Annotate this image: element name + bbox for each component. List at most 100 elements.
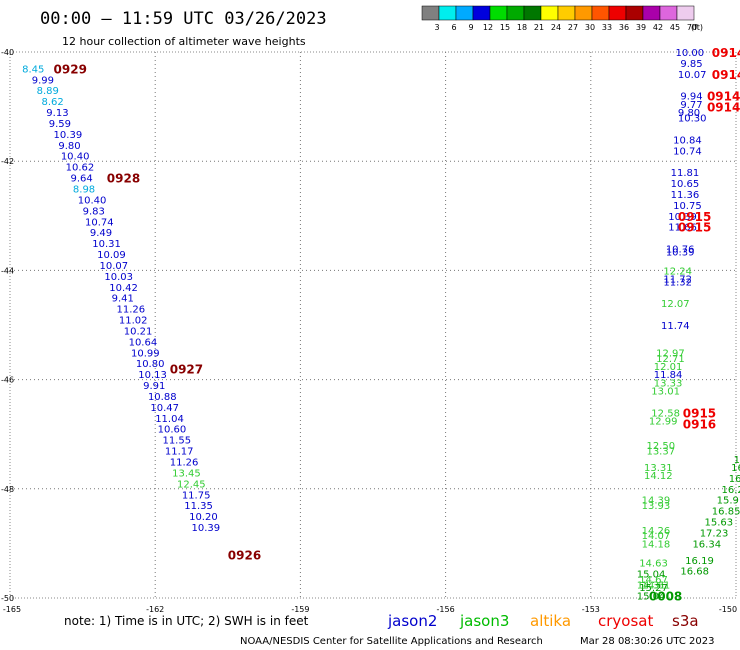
colorbar-label: 30 — [585, 23, 595, 32]
wave-height-label: 10.84 — [673, 135, 702, 146]
wave-height-label: 10.07 — [100, 261, 129, 272]
plot-area: -165 -162 -159 -156 -153 -150 -40 -42 -44 -46 -48 -… — [1, 46, 740, 614]
satellite-legend-entry: jason3 — [459, 612, 509, 630]
wave-height-label: 9.83 — [83, 206, 105, 217]
wave-height-label: 10.21 — [124, 326, 153, 337]
colorbar-label: 45 — [670, 23, 680, 32]
wave-height-label: 12.24 — [663, 266, 692, 277]
wave-height-label: 16.20 — [721, 485, 740, 496]
time-label: 0916 — [683, 417, 716, 431]
wave-height-label: 11.81 — [671, 168, 700, 179]
wave-height-label: 14.61 — [642, 580, 671, 591]
chart-title: 00:00 – 11:59 UTC 03/26/2023 — [40, 9, 327, 29]
wave-height-label: 10.47 — [150, 403, 179, 414]
wave-height-label: 10.60 — [158, 425, 187, 436]
colorbar-swatch — [523, 5, 542, 21]
wave-height-label: 9.77 — [680, 100, 702, 111]
wave-height-label: 16.19 — [685, 556, 714, 567]
time-label: 0008 — [649, 589, 682, 603]
wave-height-label: 10.39 — [54, 130, 83, 141]
wave-height-label: 10.03 — [104, 272, 133, 283]
axis-ticks: -165 -162 -159 -156 -153 -150 -40 -42 -44 -46 -48 -… — [1, 48, 737, 614]
wave-height-label: 10.39 — [666, 247, 695, 258]
colorbar-label: 36 — [619, 23, 629, 32]
data-points: 8.459.998.898.629.139.5910.399.8010.4010… — [22, 48, 740, 602]
wave-height-label: 12.45 — [177, 479, 206, 490]
wave-height-label: 9.94 — [680, 92, 702, 103]
wave-height-label: 11.72 — [663, 275, 692, 286]
wave-height-label: 11.66 — [668, 223, 697, 234]
time-label: 0926 — [228, 548, 261, 562]
satellite-legend-entry: altika — [530, 612, 571, 630]
wave-height-label: 13.01 — [651, 387, 680, 398]
wave-height-label: 12.71 — [656, 354, 685, 365]
wave-height-label: 8.62 — [41, 97, 63, 108]
time-label: 0914 — [707, 90, 740, 104]
colorbar-swatch — [642, 5, 661, 21]
wave-height-label: 11.26 — [170, 458, 199, 469]
x-tick-label: -165 — [3, 605, 21, 614]
wave-height-label: 8.98 — [73, 185, 95, 196]
wave-height-label: 10.39 — [668, 212, 697, 223]
wave-height-label: 15.27 — [639, 583, 668, 594]
wave-height-label: 11.32 — [663, 277, 692, 288]
wave-height-label: 10.40 — [78, 195, 107, 206]
colorbar-label: 24 — [551, 23, 561, 32]
wave-height-label: 14.26 — [642, 526, 671, 537]
colorbar-label: 27 — [568, 23, 578, 32]
time-label: 0915 — [678, 210, 711, 224]
wave-height-label: 11.74 — [661, 321, 690, 332]
colorbar-unit: (ft) — [691, 23, 703, 32]
wave-height-label: 11.84 — [654, 370, 683, 381]
wave-height-label: 9.91 — [143, 381, 165, 392]
wave-height-label: 10.00 — [676, 48, 705, 59]
wave-height-label: 10.13 — [138, 370, 167, 381]
colorbar-label: 33 — [602, 23, 612, 32]
colorbar-label: 42 — [653, 23, 663, 32]
colorbar-label: 21 — [534, 23, 544, 32]
wave-height-label: 10.42 — [109, 283, 138, 294]
wave-height-label: 13.33 — [654, 378, 683, 389]
wave-height-label: 10.09 — [97, 250, 126, 261]
wave-height-label: 10.62 — [66, 163, 95, 174]
wave-height-label: 8.45 — [22, 64, 44, 75]
satellite-legend-entry: jason2 — [387, 612, 437, 630]
wave-height-label: 9.80 — [58, 141, 80, 152]
wave-height-label: 9.64 — [71, 174, 93, 185]
wave-height-label: 15.04 — [637, 591, 666, 602]
wave-height-label: 14.31 — [637, 580, 666, 591]
wave-height-label: 10.31 — [92, 239, 121, 250]
time-label: 0914 — [712, 46, 740, 60]
colorbar-swatch — [608, 5, 627, 21]
wave-height-label: 12.97 — [656, 348, 685, 359]
wave-height-label: 9.13 — [46, 108, 68, 119]
wave-height-label: 14.63 — [639, 559, 668, 570]
wave-height-label: 12.99 — [649, 417, 678, 428]
colorbar-swatch — [574, 5, 593, 21]
wave-height-label: 14.39 — [642, 496, 671, 507]
colorbar-swatch — [676, 5, 695, 21]
wave-height-label: 10.74 — [85, 217, 114, 228]
wave-height-label: 10.80 — [136, 359, 165, 370]
satellite-legend-entry: cryosat — [598, 612, 653, 630]
wave-height-label: 15.04 — [637, 569, 666, 580]
colorbar-label: 15 — [500, 23, 510, 32]
wave-height-label: 15.63 — [705, 518, 734, 529]
y-tick-label: -42 — [1, 157, 14, 166]
wave-height-label: 10.64 — [129, 337, 158, 348]
colorbar-swatch — [625, 5, 644, 21]
y-tick-label: -44 — [1, 266, 14, 275]
x-tick-label: -162 — [146, 605, 164, 614]
wave-height-label: 10.20 — [189, 512, 218, 523]
wave-height-label: 10.74 — [673, 146, 702, 157]
y-tick-label: -48 — [1, 485, 14, 494]
grid — [10, 52, 736, 598]
wave-height-label: 15 — [734, 455, 740, 466]
wave-height-label: 16.68 — [680, 567, 709, 578]
wave-height-label: 16.85 — [712, 507, 740, 518]
wave-height-label: 10.88 — [148, 392, 177, 403]
wave-height-label: 11.36 — [671, 190, 700, 201]
colorbar-swatch — [506, 5, 525, 21]
footer-timestamp: Mar 28 08:30:26 UTC 2023 — [580, 636, 715, 647]
wave-height-label: 15.91 — [717, 496, 740, 507]
